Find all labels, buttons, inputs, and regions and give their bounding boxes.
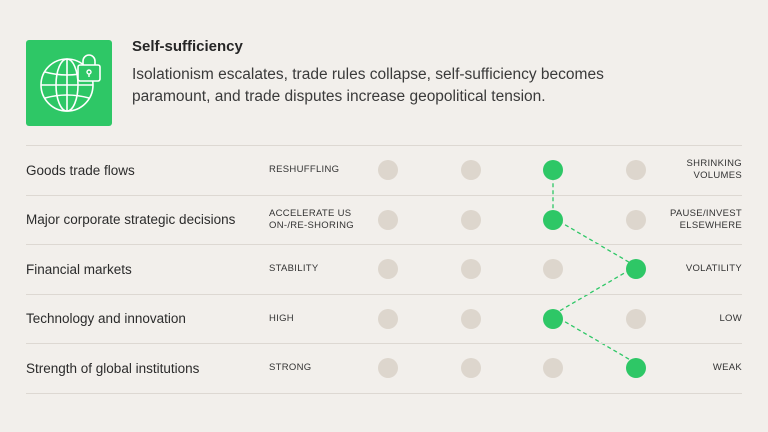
scale-right-label: PAUSE/INVEST ELSEWHERE <box>669 207 742 231</box>
scenario-title: Self-sufficiency <box>132 38 243 55</box>
indicator-row: Major corporate strategic decisions ACCEL… <box>26 194 742 245</box>
scale-left-label: STRONG <box>269 362 312 374</box>
scale-right-label: WEAK <box>712 362 742 374</box>
scale-dot-selected <box>543 308 563 329</box>
scale-right-label: LOW <box>719 312 742 324</box>
globe-lock-icon <box>40 54 101 112</box>
scale-left-label: ACCELERATE US ON-/RE-SHORING <box>269 207 354 231</box>
scale-dot <box>543 259 563 280</box>
indicator-label: Financial markets <box>26 261 132 277</box>
scale-dot <box>461 358 481 379</box>
scale-dot-selected <box>543 209 563 230</box>
indicator-grid: Goods trade flows RESHUFFLING SHRINKING VO… <box>26 145 742 394</box>
scale-dot <box>378 160 398 181</box>
indicator-label: Goods trade flows <box>26 162 135 178</box>
scale-dot <box>461 308 481 329</box>
indicator-row: Strength of global institutions STRONG WEA… <box>26 343 742 394</box>
scale-left-label: STABILITY <box>269 263 319 275</box>
scale-dot <box>626 308 646 329</box>
scale-right-label: SHRINKING VOLUMES <box>686 158 742 182</box>
scale-dot-selected <box>626 259 646 280</box>
scale-dot <box>378 209 398 230</box>
indicator-row: Technology and innovation HIGH LOW <box>26 293 742 344</box>
indicator-label: Strength of global institutions <box>26 360 200 376</box>
scale-right-label: VOLATILITY <box>685 263 742 275</box>
scenario-icon <box>26 40 112 126</box>
scale-dot-selected <box>626 358 646 379</box>
scale-dot <box>461 259 481 280</box>
indicator-label: Major corporate strategic decisions <box>26 212 236 228</box>
scale-dot <box>378 308 398 329</box>
scale-dot <box>461 209 481 230</box>
scale-dot <box>378 259 398 280</box>
scale-left-label: RESHUFFLING <box>269 164 340 176</box>
scale-dot <box>378 358 398 379</box>
indicator-row: Goods trade flows RESHUFFLING SHRINKING VO… <box>26 145 742 195</box>
scale-dot <box>461 160 481 181</box>
scenario-description: Isolationism escalates, trade rules coll… <box>132 66 604 105</box>
scale-dot <box>626 209 646 230</box>
indicator-label: Technology and innovation <box>26 311 186 327</box>
scale-left-label: HIGH <box>269 312 294 324</box>
scale-dot <box>543 358 563 379</box>
scale-dot-selected <box>543 160 563 181</box>
indicator-row: Financial markets STABILITY VOLATILITY <box>26 244 742 294</box>
scale-dot <box>626 160 646 181</box>
